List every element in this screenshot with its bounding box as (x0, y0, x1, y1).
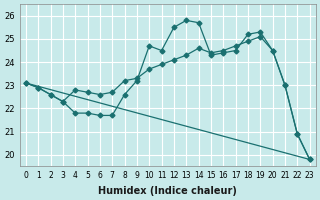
X-axis label: Humidex (Indice chaleur): Humidex (Indice chaleur) (98, 186, 237, 196)
